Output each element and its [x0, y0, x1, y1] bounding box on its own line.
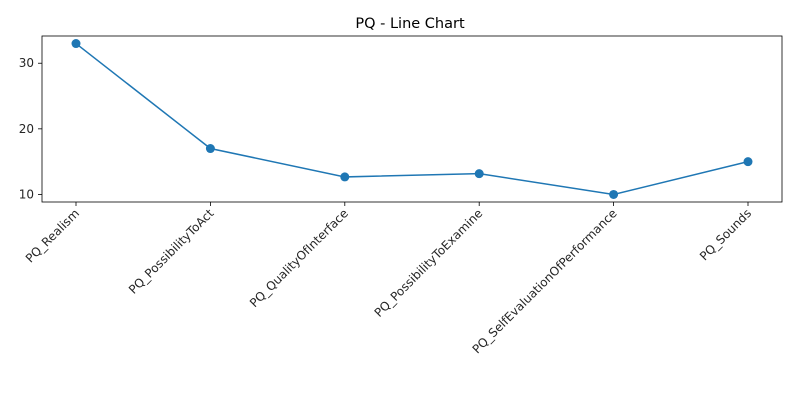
y-tick-label: 30 — [19, 56, 34, 70]
data-point — [609, 189, 619, 199]
chart-title: PQ - Line Chart — [355, 16, 465, 32]
x-axis: PQ_Realism PQ_PossibilityToAct PQ_QualityO… — [23, 202, 754, 356]
x-tick-label: PQ_Realism — [23, 206, 82, 265]
x-tick-label: PQ_QualityOfInterface — [247, 206, 351, 310]
series-line — [75, 42, 749, 196]
series-markers — [71, 39, 753, 199]
y-tick-label: 10 — [19, 187, 34, 201]
data-point — [340, 172, 350, 182]
data-point — [71, 39, 81, 49]
x-tick-label: PQ_PossibilityToAct — [126, 206, 217, 297]
x-tick-label: PQ_PossibilityToExamine — [372, 206, 486, 320]
plot-area-frame — [41, 35, 783, 203]
data-point — [474, 169, 484, 179]
x-tick-label: PQ_SelfEvaluationOfPerformance — [470, 206, 620, 356]
y-tick-label: 20 — [19, 122, 34, 136]
y-axis: 10 20 30 — [19, 56, 42, 201]
data-point — [205, 144, 215, 154]
data-point — [743, 157, 753, 167]
x-tick-label: PQ_Sounds — [697, 206, 754, 263]
